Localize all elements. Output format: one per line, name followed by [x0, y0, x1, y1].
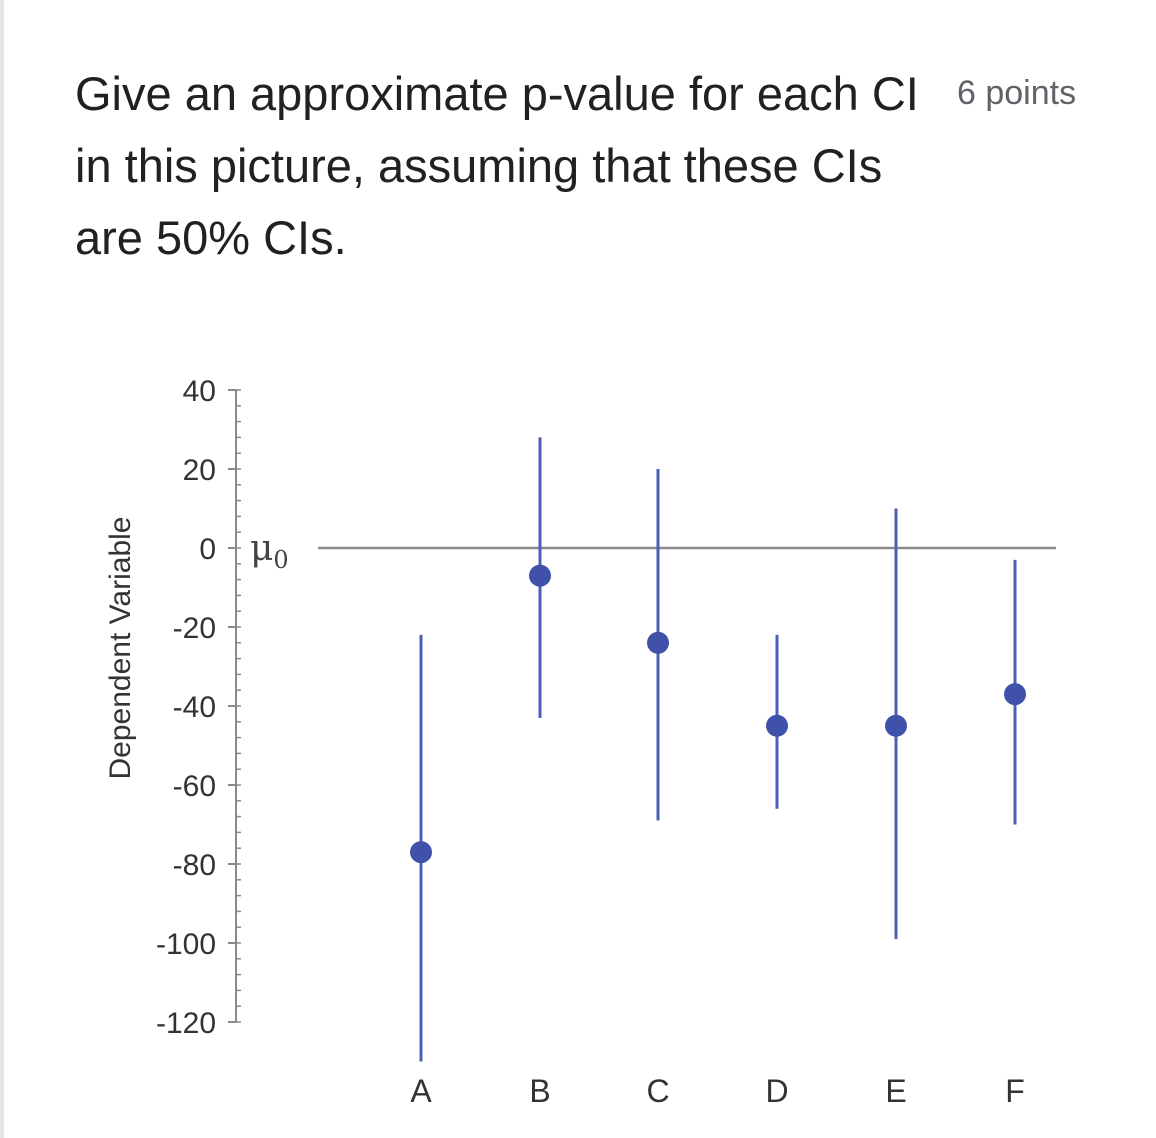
question-text: Give an approximate p-value for each CI …: [75, 58, 935, 274]
y-axis: 40 20 0 -20 -40 -60 -80 -100 -120: [156, 375, 241, 1040]
y-axis-label: Dependent Variable: [104, 517, 137, 780]
x-tick-label: A: [410, 1073, 432, 1109]
point-estimate-b: [529, 564, 551, 587]
point-estimate-c: [647, 631, 669, 654]
y-tick-label: -120: [156, 1007, 216, 1040]
point-estimate-e: [885, 714, 907, 737]
reference-line-subscript: 0: [273, 546, 288, 574]
y-tick-label: -60: [173, 770, 216, 803]
ci-series: [410, 437, 1026, 1062]
y-tick-label: -100: [156, 928, 216, 961]
x-tick-label: C: [646, 1073, 669, 1109]
x-tick-label: E: [885, 1073, 906, 1109]
x-tick-label: F: [1005, 1073, 1025, 1109]
y-tick-label: -20: [173, 612, 216, 645]
y-tick-label: -40: [173, 691, 216, 724]
point-estimate-d: [766, 714, 788, 737]
reference-line-group: μ0: [250, 528, 1056, 574]
question-line: Give an approximate p-value for each CI: [75, 67, 919, 120]
y-tick-label: 40: [183, 375, 216, 408]
points-label: 6 points: [957, 74, 1077, 112]
y-tick-label: 0: [199, 533, 216, 566]
x-tick-label: B: [529, 1073, 550, 1109]
question-line: are 50% CIs.: [75, 211, 347, 264]
x-tick-label: D: [765, 1073, 788, 1109]
y-tick-label: 20: [183, 454, 216, 487]
question-line: in this picture, assuming that these CIs: [75, 139, 883, 192]
y-tick-label: -80: [173, 849, 216, 882]
x-tick-labels: A B C D E F: [410, 1073, 1024, 1109]
reference-line-label: μ0: [250, 528, 289, 574]
point-estimate-a: [410, 841, 432, 864]
point-estimate-f: [1004, 683, 1026, 706]
